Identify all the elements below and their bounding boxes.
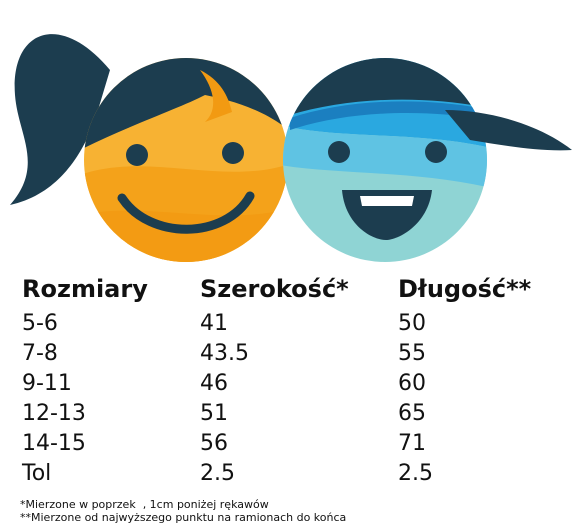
size-cell: 12-13 bbox=[22, 401, 86, 426]
header-width: Szerokość* bbox=[200, 275, 349, 303]
width-cell: 56 bbox=[200, 431, 228, 456]
width-cell: 46 bbox=[200, 371, 228, 396]
length-cell: 2.5 bbox=[398, 461, 433, 486]
length-cell: 60 bbox=[398, 371, 426, 396]
width-cell: 2.5 bbox=[200, 461, 235, 486]
size-cell: Tol bbox=[22, 461, 52, 486]
boy-face-icon bbox=[283, 58, 572, 262]
size-table: Rozmiary Szerokość* Długość** 5-6 41 50 … bbox=[22, 272, 562, 489]
header-length: Długość** bbox=[398, 275, 532, 303]
size-cell: 9-11 bbox=[22, 371, 72, 396]
length-cell: 65 bbox=[398, 401, 426, 426]
size-cell: 5-6 bbox=[22, 311, 58, 336]
length-cell: 55 bbox=[398, 341, 426, 366]
width-cell: 51 bbox=[200, 401, 228, 426]
width-footnote: *Mierzone w poprzek , 1cm poniżej rękawó… bbox=[20, 498, 269, 511]
table-row: 12-13 51 65 bbox=[22, 399, 562, 429]
table-row: 7-8 43.5 55 bbox=[22, 339, 562, 369]
table-row: 14-15 56 71 bbox=[22, 429, 562, 459]
size-cell: 14-15 bbox=[22, 431, 86, 456]
length-footnote: **Mierzone od najwyższego punktu na rami… bbox=[20, 511, 347, 524]
width-cell: 43.5 bbox=[200, 341, 249, 366]
width-cell: 41 bbox=[200, 311, 228, 336]
length-cell: 50 bbox=[398, 311, 426, 336]
header-sizes: Rozmiary bbox=[22, 275, 148, 303]
table-row: Tol 2.5 2.5 bbox=[22, 459, 562, 489]
size-cell: 7-8 bbox=[22, 341, 58, 366]
kids-faces-illustration bbox=[10, 34, 572, 262]
table-row: 5-6 41 50 bbox=[22, 309, 562, 339]
table-row: 9-11 46 60 bbox=[22, 369, 562, 399]
girl-face-icon bbox=[10, 34, 288, 262]
table-header-row: Rozmiary Szerokość* Długość** bbox=[22, 272, 562, 309]
footnotes: *Mierzone w poprzek , 1cm poniżej rękawó… bbox=[20, 498, 346, 524]
length-cell: 71 bbox=[398, 431, 426, 456]
